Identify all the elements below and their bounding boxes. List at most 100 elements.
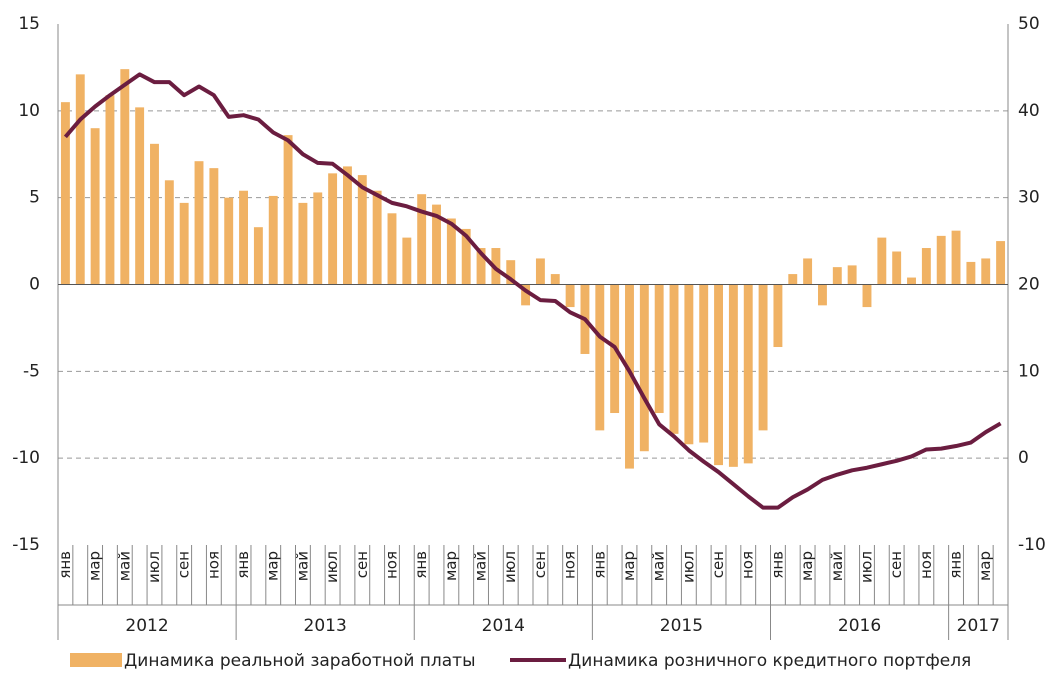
bar	[714, 284, 723, 466]
bar	[936, 235, 946, 285]
bar	[357, 175, 367, 285]
y-tick-label: 5	[29, 188, 40, 208]
bar	[654, 284, 664, 414]
year-label: 2017	[957, 616, 1000, 636]
x-tick-label: сен	[709, 551, 727, 578]
x-tick-label: июл	[679, 551, 697, 583]
bar	[951, 230, 961, 285]
x-tick-label: сен	[353, 551, 371, 578]
bar	[209, 168, 219, 285]
bar	[372, 190, 382, 285]
bar	[417, 194, 427, 285]
bar	[194, 161, 204, 285]
year-label: 2016	[838, 616, 881, 636]
y2-tick-label: 0	[1018, 448, 1029, 468]
year-label: 2015	[660, 616, 703, 636]
bar	[669, 284, 679, 434]
x-tick-label: май	[828, 551, 846, 581]
year-label: 2012	[125, 616, 168, 636]
x-tick-label: ноя	[561, 551, 579, 579]
y-tick-label: 0	[29, 275, 40, 295]
bar	[150, 143, 159, 285]
x-tick-label: ноя	[739, 551, 757, 579]
x-tick-label: июл	[323, 551, 341, 583]
bar	[164, 180, 174, 285]
bar	[550, 274, 560, 285]
bar	[60, 102, 70, 285]
bar	[298, 202, 308, 285]
x-tick-label: мар	[798, 551, 816, 581]
x-tick-label: янв	[947, 551, 965, 579]
bar	[224, 197, 234, 285]
bar	[461, 228, 471, 285]
bar	[328, 173, 338, 285]
x-tick-label: май	[115, 551, 133, 581]
bar	[239, 190, 248, 285]
bar	[684, 284, 694, 445]
bar	[476, 248, 486, 285]
x-tick-label: июл	[145, 551, 163, 583]
bar	[565, 284, 575, 308]
x-tick-label: май	[293, 551, 311, 581]
x-tick-label: мар	[86, 551, 104, 581]
bar	[402, 237, 412, 285]
x-tick-label: мар	[976, 551, 994, 581]
bar	[595, 284, 605, 431]
x-tick-label: янв	[768, 551, 786, 579]
x-tick-label: сен	[175, 551, 193, 578]
bar	[135, 107, 145, 285]
bar	[758, 284, 768, 431]
bar	[105, 95, 115, 285]
x-tick-label: ноя	[204, 551, 222, 579]
y-tick-label: -10	[12, 448, 40, 468]
x-tick-label: мар	[620, 551, 638, 581]
x-tick-label: май	[650, 551, 668, 581]
x-tick-label: май	[472, 551, 490, 581]
y2-tick-label: 50	[1018, 14, 1040, 34]
bar	[75, 74, 85, 285]
bar	[728, 284, 738, 467]
bar	[343, 166, 352, 285]
legend-label: Динамика розничного кредитного портфеля	[568, 651, 971, 671]
bar	[921, 248, 931, 285]
bar	[818, 284, 827, 306]
bar	[966, 261, 976, 285]
year-label: 2013	[304, 616, 347, 636]
bar	[625, 284, 634, 469]
bar	[788, 274, 798, 285]
bar	[803, 258, 813, 285]
bar	[743, 284, 753, 464]
x-tick-label: янв	[234, 551, 252, 579]
bar	[907, 277, 916, 285]
x-tick-label: янв	[56, 551, 74, 579]
bar	[283, 135, 293, 285]
legend-swatch	[70, 653, 122, 667]
x-tick-label: мар	[442, 551, 460, 581]
x-tick-label: янв	[590, 551, 608, 579]
x-tick-label: июл	[857, 551, 875, 583]
year-label: 2014	[482, 616, 525, 636]
y2-tick-label: 40	[1018, 101, 1040, 121]
y-tick-label: 10	[18, 101, 40, 121]
bar	[862, 284, 872, 308]
y2-tick-label: 30	[1018, 188, 1040, 208]
bar	[432, 204, 441, 285]
bar	[387, 213, 397, 285]
y2-tick-label: -10	[1018, 535, 1046, 555]
bar	[832, 267, 842, 285]
x-tick-label: мар	[264, 551, 282, 581]
bar	[521, 284, 531, 306]
x-tick-label: сен	[531, 551, 549, 578]
bar	[639, 284, 649, 452]
y2-tick-label: 10	[1018, 361, 1040, 381]
x-tick-label: янв	[412, 551, 430, 579]
bar	[120, 69, 130, 285]
bar	[535, 258, 545, 285]
x-tick-label: ноя	[917, 551, 935, 579]
bar	[268, 195, 278, 285]
bar	[446, 218, 456, 285]
bar	[847, 265, 857, 285]
y-tick-label: -5	[23, 361, 40, 381]
x-tick-label: ноя	[382, 551, 400, 579]
bar	[253, 227, 263, 285]
